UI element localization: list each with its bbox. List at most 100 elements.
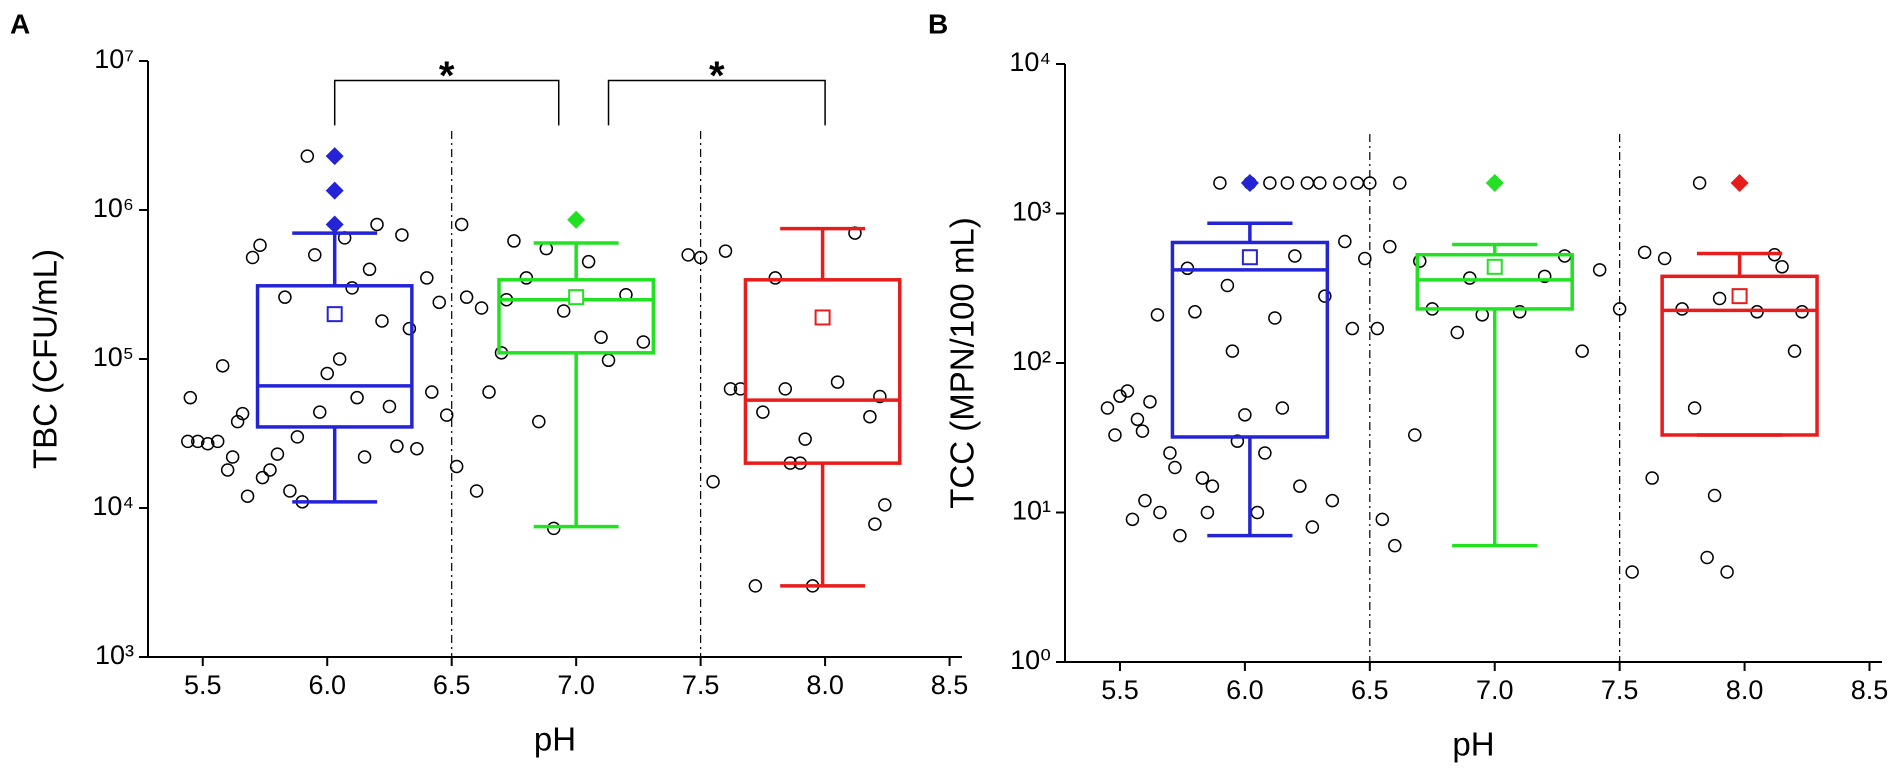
outlier — [1730, 173, 1749, 192]
data-point — [183, 390, 198, 405]
data-point — [1263, 176, 1277, 190]
box — [1170, 240, 1330, 439]
data-point — [1135, 424, 1150, 438]
mean-marker — [326, 306, 343, 323]
data-point — [1293, 479, 1307, 493]
data-point — [1637, 245, 1652, 260]
data-point — [1787, 344, 1802, 358]
data-point — [181, 434, 195, 449]
data-point — [1712, 291, 1727, 306]
data-point — [1383, 239, 1397, 254]
x-tick-label: 5.5 — [1101, 675, 1139, 705]
data-point — [1305, 520, 1320, 534]
data-point — [718, 244, 733, 258]
data-point — [581, 254, 596, 269]
y-tick-label: 10⁷ — [94, 44, 134, 74]
data-point — [1168, 460, 1182, 475]
data-point — [1625, 565, 1639, 579]
x-tick-label: 7.0 — [1476, 675, 1514, 705]
y-tick-label: 10⁴ — [1009, 47, 1051, 77]
mean-marker — [1486, 258, 1503, 275]
data-point — [873, 389, 887, 404]
data-point — [1195, 471, 1210, 485]
data-point — [459, 290, 474, 304]
data-point — [425, 385, 439, 399]
panel-label: B — [928, 8, 948, 39]
data-point — [410, 441, 424, 456]
data-point — [390, 439, 404, 453]
data-point — [449, 459, 464, 474]
box — [255, 284, 414, 429]
data-point — [693, 250, 708, 265]
y-tick-label: 10³ — [1012, 197, 1051, 227]
data-point — [863, 409, 877, 424]
data-point — [332, 352, 347, 366]
outlier — [1485, 173, 1504, 192]
data-point — [1108, 428, 1122, 442]
data-point — [482, 385, 496, 399]
x-tick-label: 8.0 — [806, 670, 844, 700]
data-point — [1575, 344, 1589, 358]
data-point — [1205, 479, 1220, 493]
data-point — [556, 304, 571, 318]
data-point — [1657, 251, 1672, 266]
x-tick-label: 6.0 — [308, 670, 346, 700]
data-point — [1408, 428, 1422, 442]
data-point — [290, 430, 305, 444]
data-point — [636, 335, 651, 349]
significance-bracket — [607, 79, 826, 126]
data-point — [1325, 493, 1340, 508]
data-point — [723, 382, 738, 396]
outlier — [1240, 173, 1259, 192]
data-point — [1363, 176, 1377, 190]
data-point — [1230, 434, 1245, 448]
y-tick-label: 10⁶ — [93, 193, 134, 223]
x-tick-label: 8.5 — [931, 670, 969, 700]
data-point — [1173, 528, 1187, 543]
data-point — [1100, 401, 1115, 415]
mean-marker — [814, 309, 831, 326]
data-point — [681, 248, 695, 262]
data-point — [357, 450, 372, 464]
data-point — [1238, 408, 1252, 422]
data-point — [756, 405, 770, 419]
data-point — [1775, 260, 1789, 274]
data-point — [1313, 176, 1327, 190]
data-point — [263, 463, 277, 477]
x-tick-label: 8.5 — [1851, 675, 1889, 705]
data-point — [1537, 269, 1552, 284]
mean-marker — [1731, 288, 1748, 305]
data-point — [830, 375, 845, 389]
data-point — [1463, 271, 1477, 285]
data-point — [300, 149, 315, 163]
y-tick-label: 10⁴ — [92, 491, 134, 521]
data-point — [220, 463, 235, 477]
data-point — [1188, 305, 1202, 319]
data-point — [1692, 176, 1707, 190]
data-point — [1358, 251, 1372, 266]
data-point — [778, 382, 793, 396]
x-tick-label: 7.0 — [557, 670, 595, 700]
mean-marker — [1241, 249, 1258, 266]
y-tick-label: 10⁵ — [93, 342, 134, 372]
data-point — [1318, 289, 1332, 303]
data-point — [1258, 446, 1272, 460]
data-point — [1163, 446, 1177, 460]
data-point — [1338, 234, 1352, 249]
data-point — [1333, 176, 1347, 190]
data-point — [420, 271, 434, 285]
data-point — [768, 271, 783, 285]
data-point — [1143, 395, 1157, 409]
significance-bracket — [333, 79, 560, 126]
data-point — [532, 414, 546, 429]
x-tick-label: 6.0 — [1226, 675, 1264, 705]
box — [1660, 274, 1819, 437]
data-point — [1153, 505, 1167, 520]
data-point — [1138, 493, 1152, 508]
data-point — [253, 238, 267, 252]
data-point — [868, 517, 882, 531]
data-point — [1220, 278, 1235, 293]
data-point — [1350, 176, 1365, 190]
data-point — [1288, 249, 1302, 263]
y-tick-label: 10⁰ — [1010, 645, 1051, 675]
